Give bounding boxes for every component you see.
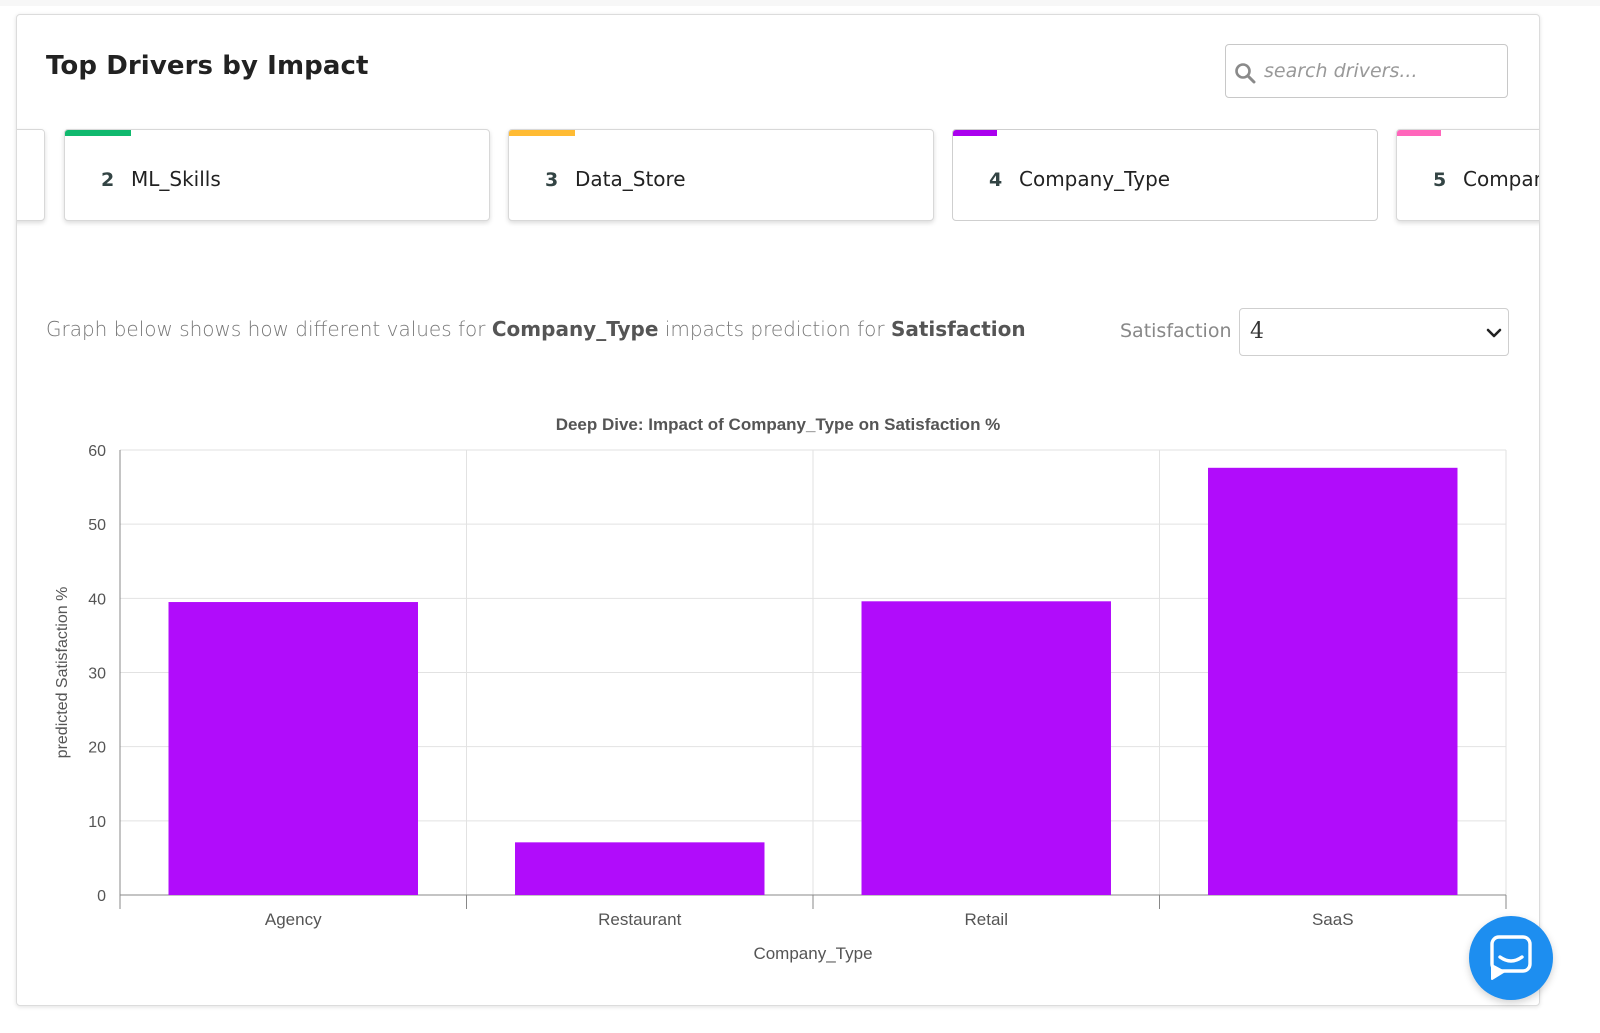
bar-saas [1208,467,1458,895]
chart-title: Deep Dive: Impact of Company_Type on Sat… [556,415,1001,434]
card-label: Data_Store [575,167,686,191]
search-box[interactable] [1225,44,1508,98]
bar-agency [168,602,418,895]
card-accent [17,130,44,136]
x-tick-label: Agency [265,910,322,929]
graph-description: Graph below shows how different values f… [46,317,1026,341]
search-input[interactable] [1264,55,1494,87]
select-value: 4 [1250,319,1264,344]
panel-title: Top Drivers by Impact [46,51,369,81]
driver-card-1[interactable] [17,129,45,221]
y-tick-label: 40 [88,591,106,608]
drivers-panel: Top Drivers by Impact 2 ML_Skills 3 Data… [16,14,1540,1006]
description-feature: Company_Type [491,317,659,341]
target-select-label: Satisfaction = [1120,320,1254,342]
y-tick-label: 50 [88,517,106,534]
y-tick-label: 20 [88,740,106,757]
card-accent [953,130,997,136]
card-rank: 2 [101,169,115,191]
card-rank: 5 [1433,169,1447,191]
target-value-select[interactable]: 4 [1239,308,1509,356]
x-tick-label: Retail [965,910,1008,929]
driver-card-2[interactable]: 2 ML_Skills [64,129,490,221]
impact-bar-chart: Deep Dive: Impact of Company_Type on Sat… [54,415,1507,963]
card-accent [1397,130,1441,136]
chat-icon [1490,935,1532,980]
card-label: ML_Skills [131,167,221,191]
page-top-strip [0,0,1600,6]
y-tick-label: 10 [88,814,106,831]
x-tick-label: Restaurant [598,910,681,929]
x-tick-label: SaaS [1312,910,1354,929]
card-accent [509,130,575,136]
card-rank: 3 [545,169,559,191]
description-prefix: Graph below shows how different values f… [46,317,492,341]
x-axis-label: Company_Type [753,944,872,963]
y-tick-label: 30 [88,666,106,683]
bar-retail [861,601,1111,895]
driver-cards: 2 ML_Skills 3 Data_Store 4 Company_Type … [17,129,1539,229]
description-middle: impacts prediction for [658,317,891,341]
search-icon [1235,63,1256,84]
card-label: Company_Type [1019,167,1171,191]
chat-button[interactable] [1469,916,1553,1000]
description-target: Satisfaction [890,317,1026,341]
y-tick-label: 60 [88,443,106,460]
y-tick-label: 0 [97,888,106,905]
bar-restaurant [515,842,765,895]
driver-card-5[interactable]: 5 Compan [1396,129,1540,221]
y-axis-label: predicted Satisfaction % [54,587,71,759]
card-accent [65,130,131,136]
card-rank: 4 [989,169,1003,191]
driver-card-3[interactable]: 3 Data_Store [508,129,934,221]
driver-card-4[interactable]: 4 Company_Type [952,129,1378,221]
chevron-down-icon [1486,328,1502,338]
card-label: Compan [1463,167,1540,191]
